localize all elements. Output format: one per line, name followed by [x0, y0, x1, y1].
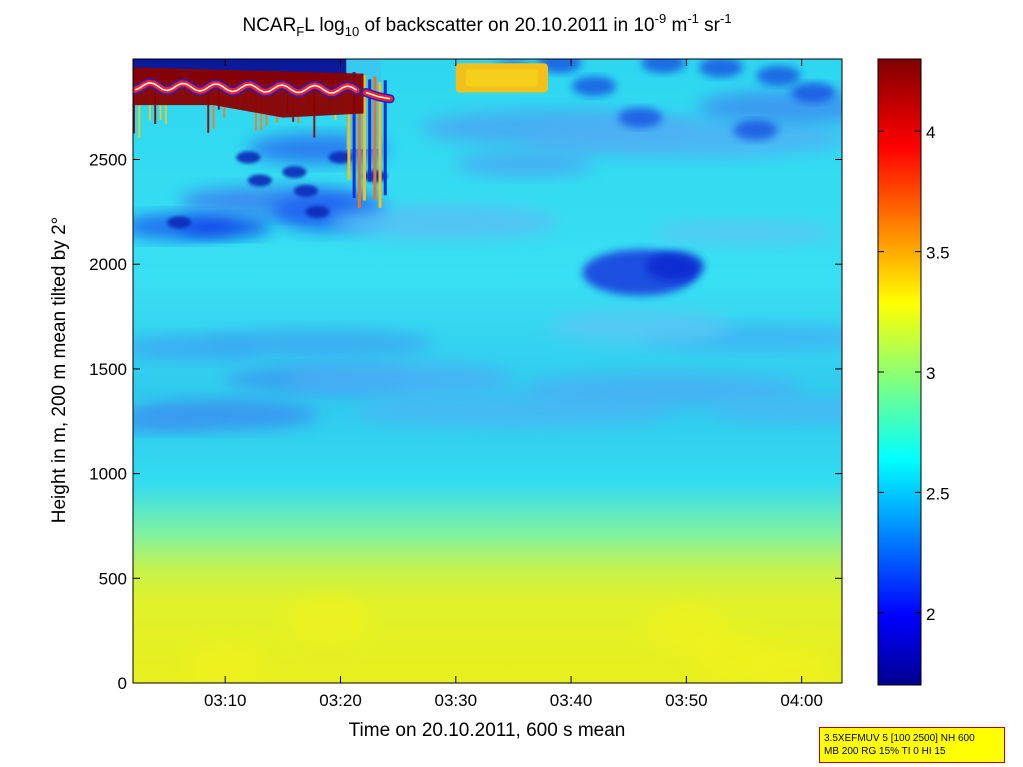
- heatmap-area: [133, 59, 842, 683]
- y-tick-label: 1500: [89, 360, 127, 379]
- y-tick-label: 1000: [89, 465, 127, 484]
- heatmap-patch: [697, 90, 842, 124]
- heatmap-patch: [185, 641, 266, 683]
- heatmap-features: [133, 59, 842, 683]
- heatmap-patch: [698, 59, 743, 78]
- heatmap-cloud-streak: [352, 71, 356, 198]
- heatmap-patch: [202, 329, 433, 359]
- heatmap-blob: [646, 251, 704, 281]
- heatmap-patch: [282, 362, 514, 397]
- heatmap-cloud-streak: [378, 82, 382, 208]
- parameter-line-2: MB 200 RG 15% TI 0 HI 15: [824, 746, 946, 757]
- x-tick-label: 03:10: [204, 691, 247, 710]
- heatmap-patch: [572, 76, 617, 97]
- heatmap-cloud-streak: [362, 75, 366, 201]
- heatmap-patch: [328, 151, 353, 164]
- heatmap-patch: [733, 120, 778, 141]
- chart-title: NCARFL log10 of backscatter on 20.10.201…: [242, 11, 731, 39]
- heatmap-cloud-streak: [373, 76, 377, 200]
- heatmap-patch: [646, 605, 727, 656]
- colorbar-tick-label: 2.5: [926, 484, 950, 503]
- heatmap-cloud-streak: [133, 79, 135, 134]
- heatmap-patch: [328, 205, 560, 240]
- cloud-top-highlight: [134, 82, 358, 94]
- x-tick-label: 03:40: [550, 691, 593, 710]
- heatmap-cloud-streak: [207, 79, 210, 133]
- heatmap-patch: [133, 410, 214, 432]
- y-tick-label: 0: [118, 674, 127, 693]
- heatmap-cloud-streak: [368, 79, 372, 182]
- colorbar-tick-label: 2: [926, 605, 935, 624]
- x-tick-label: 04:00: [780, 691, 823, 710]
- heatmap-cloud-streak: [138, 79, 141, 138]
- heatmap-patch: [525, 119, 842, 158]
- heatmap-aerosol-core: [465, 69, 539, 87]
- heatmap-patch: [548, 310, 733, 344]
- x-tick-label: 03:30: [435, 691, 478, 710]
- heatmap-patch: [641, 59, 686, 74]
- heatmap-patch: [537, 59, 582, 74]
- x-axis: 03:10 03:20 03:30 03:40 03:50 04:00: [204, 59, 823, 710]
- colorbar-tick-label: 3.5: [926, 244, 950, 263]
- heatmap-patch: [618, 107, 663, 128]
- heatmap-cloud-streak: [383, 80, 387, 196]
- colorbar-tick-label: 3: [926, 364, 935, 383]
- axes-box: [132, 58, 843, 684]
- heatmap-patch: [750, 645, 831, 683]
- heatmap-patch: [455, 151, 595, 177]
- heatmap-patch: [651, 220, 837, 246]
- x-axis-label: Time on 20.10.2011, 600 s mean: [349, 720, 626, 741]
- y-tick-label: 2000: [89, 255, 127, 274]
- parameter-box: 3.5XEFMUV 5 [100 2500] NH 600 MB 200 RG …: [819, 727, 1005, 763]
- y-tick-label: 2500: [89, 151, 127, 170]
- y-tick-label: 500: [99, 569, 127, 588]
- heatmap-patch: [524, 373, 802, 407]
- y-axis-label: Height in m, 200 m mean tilted by 2°: [49, 217, 70, 523]
- parameter-line-1: 3.5XEFMUV 5 [100 2500] NH 600: [824, 733, 975, 744]
- heatmap-patch: [709, 398, 842, 424]
- heatmap-patch: [288, 595, 369, 646]
- y-axis: 0 500 1000 1500 2000 2500: [89, 151, 842, 693]
- heatmap-patch: [247, 174, 272, 187]
- heatmap-patch: [282, 166, 307, 179]
- heatmap-cloud-streak: [357, 82, 361, 209]
- colorbar-tick-label: 4: [926, 123, 935, 142]
- heatmap-patch: [179, 216, 272, 237]
- heatmap-patch: [756, 65, 801, 86]
- heatmap-patch: [791, 82, 836, 103]
- heatmap-patch: [236, 151, 261, 164]
- heatmap-cloud-layer: [133, 67, 364, 118]
- colorbar-ticks: 2 2.5 3 3.5 4: [878, 123, 950, 624]
- cloud-top-highlight: [365, 91, 391, 100]
- x-tick-label: 03:50: [665, 691, 708, 710]
- heatmap-patch: [293, 184, 318, 197]
- x-tick-label: 03:20: [319, 691, 362, 710]
- heatmap-patch: [305, 205, 330, 218]
- heatmap-cloud-streak: [347, 83, 351, 180]
- heatmap-patch: [167, 216, 192, 229]
- colorbar: [877, 58, 922, 686]
